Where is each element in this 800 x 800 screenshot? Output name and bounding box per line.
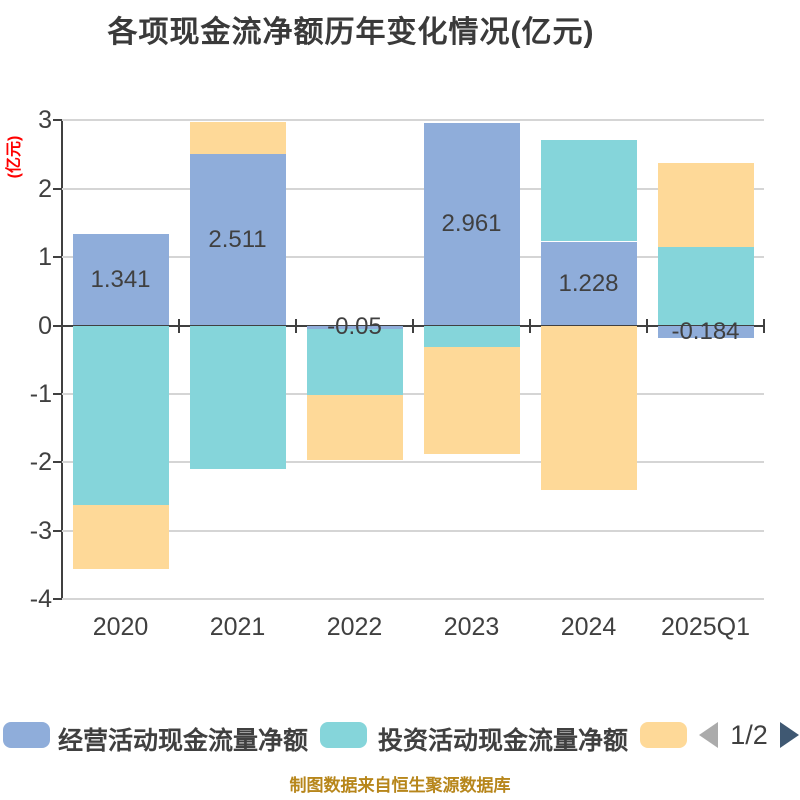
x-axis-label-2023: 2023 [443,613,500,641]
bar-value-label: 2.961 [441,210,502,238]
legend-prev-page-icon[interactable] [699,722,718,748]
bar-value-label: -0.05 [327,313,382,341]
y-axis-tick-label: 0 [38,311,52,340]
y-axis-tick-label: -1 [29,379,52,408]
legend: 经营活动现金流量净额 投资活动现金流量净额 1/2 [0,718,800,755]
y-axis-tick [53,119,61,122]
bar-segment-series2-2023[interactable] [423,347,520,455]
bar-segment-series0-2025Q1[interactable] [657,325,754,339]
grid-line [62,529,764,532]
grid-line [62,256,764,259]
grid-line [62,119,764,122]
bar-segment-series2-2025Q1[interactable] [657,163,754,247]
x-axis-tick [763,319,765,333]
y-axis-tick [53,392,61,395]
x-axis-tick [61,319,63,333]
bar-segment-series1-2020[interactable] [72,325,169,505]
y-axis-tick [53,598,61,601]
bar-segment-series1-2022[interactable] [306,328,403,395]
x-axis-label-2020: 2020 [92,613,149,641]
bar-segment-series0-2023[interactable] [423,122,520,326]
bar-segment-series0-2021[interactable] [189,153,286,326]
x-axis-label-2024: 2024 [560,613,617,641]
y-axis-tick-label: 3 [38,106,52,135]
grid-line [62,461,764,464]
x-axis-tick [295,319,297,333]
bar-segment-series1-2024[interactable] [540,139,637,242]
legend-label-operating-cashflow[interactable]: 经营活动现金流量净额 [58,727,309,755]
bar-segment-series2-2024[interactable] [540,325,637,490]
chart-title: 各项现金流净额历年变化情况(亿元) [107,16,595,49]
y-axis-tick-label: 1 [38,243,52,272]
data-source-note: 制图数据来自恒生聚源数据库 [289,776,511,795]
y-axis-tick-label: 2 [38,174,52,203]
x-axis-tick [529,319,531,333]
bar-value-label: -0.184 [671,317,740,345]
y-axis-tick-label: -3 [29,516,52,545]
legend-page-indicator: 1/2 [730,720,768,750]
bar-segment-series1-2025Q1[interactable] [657,246,754,326]
y-axis-tick-label: -4 [29,585,52,614]
bar-value-label: 1.228 [558,269,619,297]
grid-line [62,598,764,601]
bar-value-label: 1.341 [90,265,151,293]
x-axis-label-2025Q1: 2025Q1 [661,613,750,641]
y-axis-tick [53,187,61,190]
bar-segment-series2-2022[interactable] [306,394,403,460]
grid-line [62,187,764,190]
bar-segment-series2-2020[interactable] [72,504,169,569]
bar-segment-series1-2023[interactable] [423,325,520,348]
bar-segment-series0-2020[interactable] [72,233,169,326]
bar-segment-series0-2024[interactable] [540,241,637,326]
y-axis-tick-label: -2 [29,448,52,477]
y-axis-line [61,119,63,600]
x-axis-label-2022: 2022 [326,613,383,641]
x-axis-tick [178,319,180,333]
bar-value-label: 2.511 [208,225,267,253]
legend-label-investing-cashflow[interactable]: 投资活动现金流量净额 [378,727,629,755]
y-axis-tick [53,529,61,532]
x-axis-label-2021: 2021 [209,613,266,641]
legend-swatch-operating-cashflow[interactable] [3,722,50,748]
x-axis-tick [412,319,414,333]
bar-segment-series1-2021[interactable] [189,325,286,470]
bar-segment-series2-2021[interactable] [189,122,286,154]
legend-swatch-investing-cashflow[interactable] [320,722,367,748]
y-axis-tick [53,461,61,464]
legend-swatch-third-series[interactable] [640,722,687,748]
bar-segment-series0-2022[interactable] [306,325,403,329]
x-axis-tick [646,319,648,333]
legend-next-page-icon[interactable] [780,722,799,748]
y-axis-tick [53,324,61,327]
y-axis-tick [53,256,61,259]
grid-line [62,392,764,395]
